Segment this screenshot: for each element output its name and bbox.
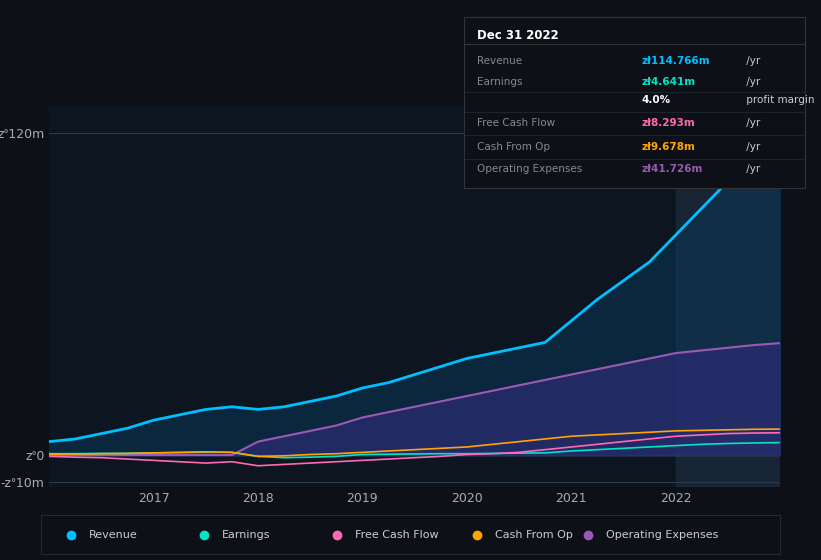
Text: profit margin: profit margin (743, 96, 814, 105)
Text: Revenue: Revenue (89, 530, 138, 540)
Text: /yr: /yr (743, 118, 760, 128)
Text: Cash From Op: Cash From Op (496, 530, 573, 540)
Text: Free Cash Flow: Free Cash Flow (355, 530, 438, 540)
Text: /yr: /yr (743, 164, 760, 174)
Text: Dec 31 2022: Dec 31 2022 (478, 29, 559, 42)
Text: Earnings: Earnings (478, 77, 523, 87)
Text: 4.0%: 4.0% (641, 96, 670, 105)
Text: Cash From Op: Cash From Op (478, 142, 551, 152)
Text: /yr: /yr (743, 142, 760, 152)
Text: Earnings: Earnings (222, 530, 271, 540)
Text: Operating Expenses: Operating Expenses (606, 530, 718, 540)
Text: Revenue: Revenue (478, 56, 523, 66)
Text: zł9.678m: zł9.678m (641, 142, 695, 152)
Text: zł4.641m: zł4.641m (641, 77, 695, 87)
Text: zł8.293m: zł8.293m (641, 118, 695, 128)
Bar (676, 106, 780, 487)
Text: Operating Expenses: Operating Expenses (478, 164, 583, 174)
Text: /yr: /yr (743, 77, 760, 87)
Text: zł114.766m: zł114.766m (641, 56, 709, 66)
Text: Free Cash Flow: Free Cash Flow (478, 118, 556, 128)
Text: /yr: /yr (743, 56, 760, 66)
Text: zł41.726m: zł41.726m (641, 164, 703, 174)
